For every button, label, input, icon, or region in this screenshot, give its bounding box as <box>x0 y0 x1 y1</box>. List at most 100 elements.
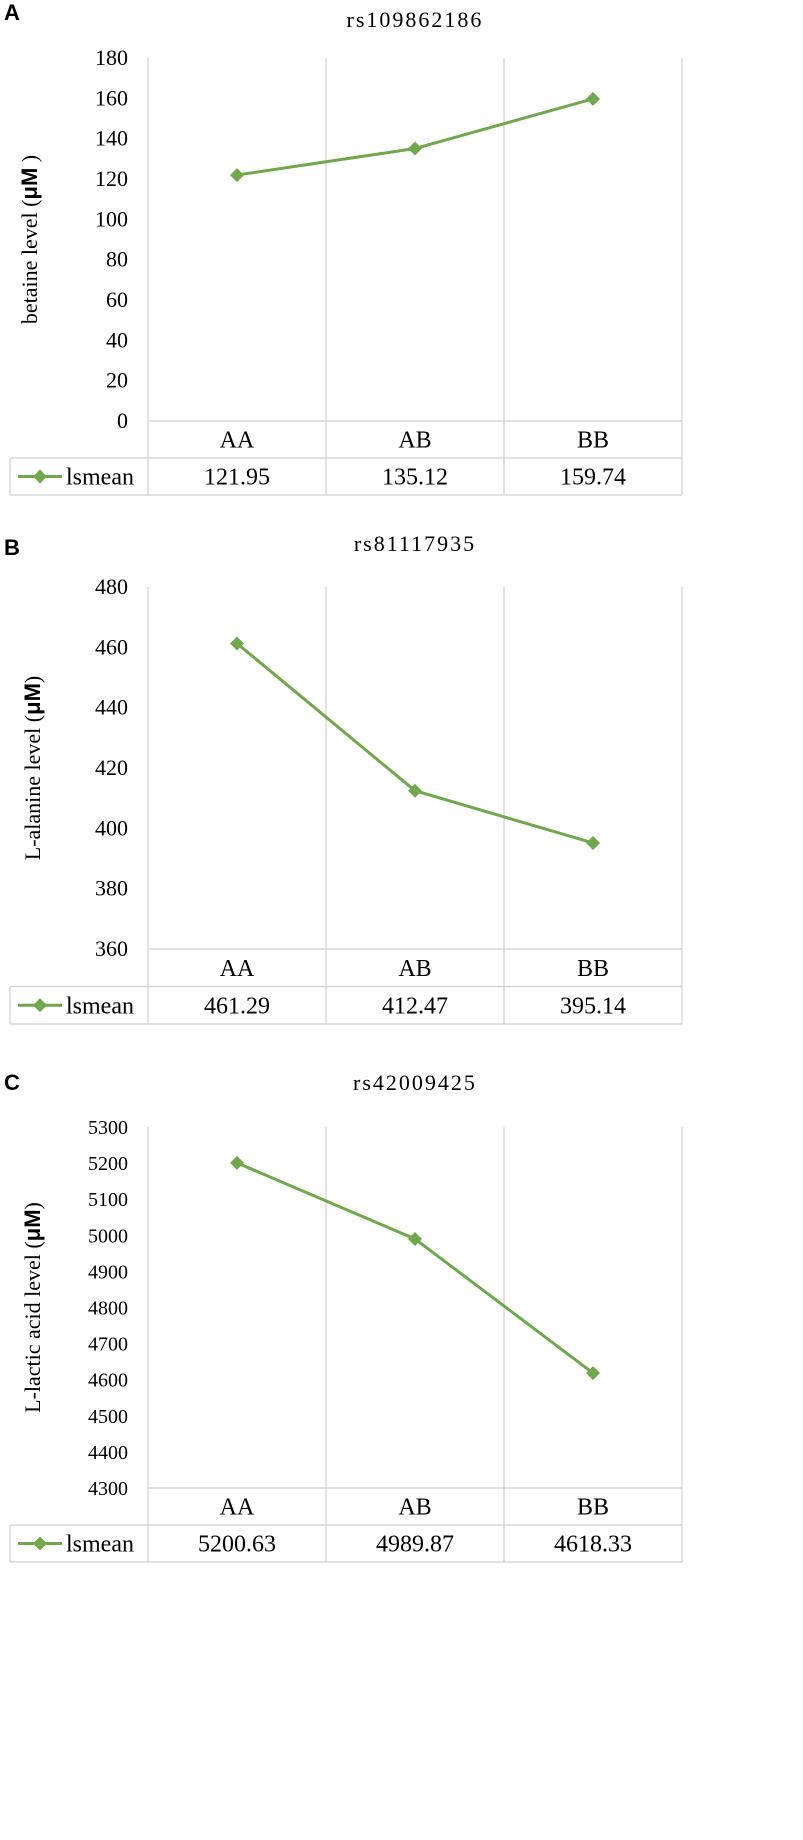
y-tick-label: 40 <box>106 327 128 352</box>
y-tick-label: 80 <box>106 247 128 272</box>
y-axis-label-prefix: L-lactic acid level ( <box>20 1241 45 1413</box>
data-table: lsmean 461.29 412.47 395.14 <box>9 948 682 1025</box>
y-axis-label-unit: μM <box>20 1209 45 1241</box>
y-tick-label: 480 <box>95 574 128 599</box>
y-tick-label: 420 <box>95 755 128 780</box>
y-tick-label: 5200 <box>88 1153 128 1175</box>
y-tick-label: 400 <box>95 815 128 840</box>
x-tick-label: AB <box>398 428 431 454</box>
y-tick-label: 360 <box>95 936 128 961</box>
panel-label: C <box>4 1070 20 1095</box>
legend-marker <box>33 1536 47 1551</box>
y-tick-label: 140 <box>95 126 128 151</box>
y-tick-label: 4300 <box>88 1478 128 1500</box>
series-lsmean <box>230 1155 600 1381</box>
data-point <box>230 168 244 183</box>
data-point <box>230 1155 244 1170</box>
chart-title: rs42009425 <box>353 1070 477 1095</box>
x-axis: AA AB BB <box>220 1495 609 1521</box>
y-tick-label: 100 <box>95 206 128 231</box>
y-axis-label-unit: μM <box>17 168 42 200</box>
x-tick-label: AA <box>220 1495 255 1521</box>
y-axis-label-prefix: betaine level ( <box>17 200 42 325</box>
x-tick-label: AA <box>220 428 255 454</box>
y-tick-label: 120 <box>95 166 128 191</box>
x-tick-label: AB <box>398 1495 431 1521</box>
series-line <box>236 642 594 845</box>
y-tick-label: 380 <box>95 876 128 901</box>
y-axis-label: L-lactic acid level (μM) <box>20 1202 45 1413</box>
y-tick-label: 20 <box>106 368 128 393</box>
y-axis: 4300 4400 4500 4600 4700 4800 4900 5000 5100 5200… <box>88 1117 128 1500</box>
legend-label: lsmean <box>66 465 134 491</box>
x-axis: AA AB BB <box>220 956 609 982</box>
legend-marker <box>33 998 47 1013</box>
data-point <box>408 783 422 798</box>
y-tick-label: 440 <box>95 695 128 720</box>
y-tick-label: 160 <box>95 85 128 110</box>
x-tick-label: AA <box>220 956 255 982</box>
series-lsmean <box>230 636 600 850</box>
data-label: 5200.63 <box>198 1532 276 1558</box>
data-label: 135.12 <box>382 465 448 491</box>
panel-label: B <box>4 535 20 560</box>
data-label: 4989.87 <box>376 1532 454 1558</box>
data-label: 159.74 <box>560 465 626 491</box>
chart-title: rs109862186 <box>347 7 484 32</box>
data-label: 121.95 <box>204 465 270 491</box>
y-tick-label: 4800 <box>88 1298 128 1320</box>
data-point <box>586 91 600 106</box>
data-point <box>408 141 422 156</box>
chart-title: rs81117935 <box>354 535 476 556</box>
data-table: lsmean 121.95 135.12 159.74 <box>9 420 682 496</box>
x-axis: AA AB BB <box>220 428 609 454</box>
series-line <box>236 1161 594 1375</box>
chart-c: rs42009425 lsmean 5200.63 4989.87 4618.33 430… <box>9 1070 683 1563</box>
panel-label: A <box>4 0 20 25</box>
panel-b: B rs81117935 lsmean 461.29 412.47 395.14 360 3… <box>0 531 803 1070</box>
data-table: lsmean 5200.63 4989.87 4618.33 <box>9 1487 682 1563</box>
y-axis-label-prefix: L-alanine level ( <box>20 715 45 860</box>
panel-c: C rs42009425 lsmean 5200.63 4989.87 4618.33 4… <box>0 1070 803 1835</box>
legend-label: lsmean <box>66 1532 134 1558</box>
y-tick-label: 5100 <box>88 1189 128 1211</box>
y-axis-label-suffix: ) <box>20 676 45 683</box>
y-axis: 360 380 400 420 440 460 480 <box>95 574 128 961</box>
y-tick-label: 4700 <box>88 1334 128 1356</box>
y-tick-label: 4900 <box>88 1261 128 1283</box>
data-point <box>586 835 600 850</box>
y-tick-label: 5300 <box>88 1117 128 1139</box>
gridlines <box>147 58 683 495</box>
y-tick-label: 4600 <box>88 1370 128 1392</box>
data-label: 412.47 <box>382 993 448 1019</box>
data-label: 461.29 <box>204 993 270 1019</box>
y-tick-label: 60 <box>106 287 128 312</box>
legend-marker <box>33 469 47 484</box>
y-axis-label-unit: μM <box>20 683 45 715</box>
y-tick-label: 460 <box>95 634 128 659</box>
series-lsmean <box>230 91 600 183</box>
x-tick-label: BB <box>577 1495 609 1521</box>
x-tick-label: BB <box>577 428 609 454</box>
data-point <box>230 636 244 651</box>
y-axis-label-suffix: ) <box>17 155 42 168</box>
panel-a: A rs109862186 lsmean 121.95 135.12 159.74 0 20… <box>0 0 803 535</box>
y-tick-label: 5000 <box>88 1225 128 1247</box>
y-axis: 0 20 40 60 80 100 120 140 160 180 <box>95 45 128 433</box>
data-point <box>586 1366 600 1381</box>
data-point <box>408 1231 422 1246</box>
x-tick-label: BB <box>577 956 609 982</box>
x-tick-label: AB <box>398 956 431 982</box>
data-label: 395.14 <box>560 993 626 1019</box>
gridlines <box>147 587 683 1024</box>
series-line <box>236 97 594 177</box>
y-tick-label: 0 <box>117 408 128 433</box>
y-axis-label: betaine level (μM ) <box>17 155 42 324</box>
y-tick-label: 4400 <box>88 1442 128 1464</box>
data-label: 4618.33 <box>554 1532 632 1558</box>
chart-a: rs109862186 lsmean 121.95 135.12 159.74 0 20 40… <box>9 7 683 496</box>
y-axis-label-suffix: ) <box>20 1202 45 1209</box>
y-tick-label: 180 <box>95 45 128 70</box>
y-tick-label: 4500 <box>88 1406 128 1428</box>
